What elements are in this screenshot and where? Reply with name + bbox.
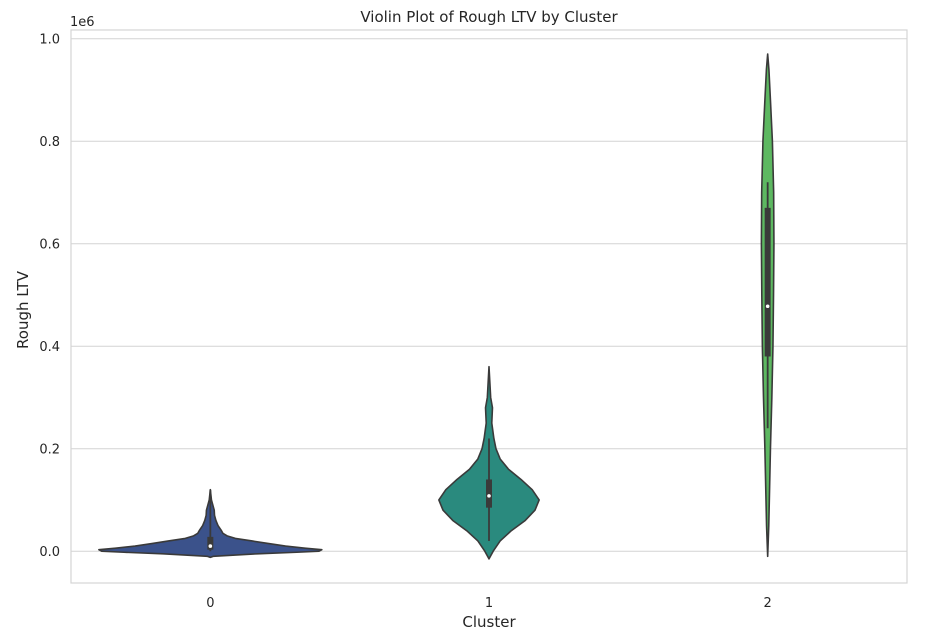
y-tick-label: 0.2: [39, 443, 60, 458]
x-tick-label: 2: [764, 596, 772, 611]
y-axis-label: Rough LTV: [14, 270, 32, 349]
y-tick-label: 0.8: [39, 135, 60, 150]
x-axis-label: Cluster: [462, 613, 516, 631]
y-tick-label: 1.0: [39, 33, 60, 48]
x-tick-label: 1: [485, 596, 493, 611]
y-tick-label: 0.0: [39, 545, 60, 560]
violin-iqr-box-2: [764, 207, 771, 357]
x-tick-label: 0: [206, 596, 214, 611]
y-tick-label: 0.4: [39, 340, 60, 355]
y-offset-label: 1e6: [70, 15, 95, 30]
violin-median-point-2: [765, 304, 770, 309]
violin-iqr-box-1: [486, 479, 492, 508]
violin-median-point-1: [487, 494, 491, 498]
y-tick-label: 0.6: [39, 238, 60, 253]
violin-iqr-box-0: [207, 536, 214, 550]
chart-title: Violin Plot of Rough LTV by Cluster: [360, 8, 618, 26]
violin-median-point-0: [208, 544, 213, 548]
